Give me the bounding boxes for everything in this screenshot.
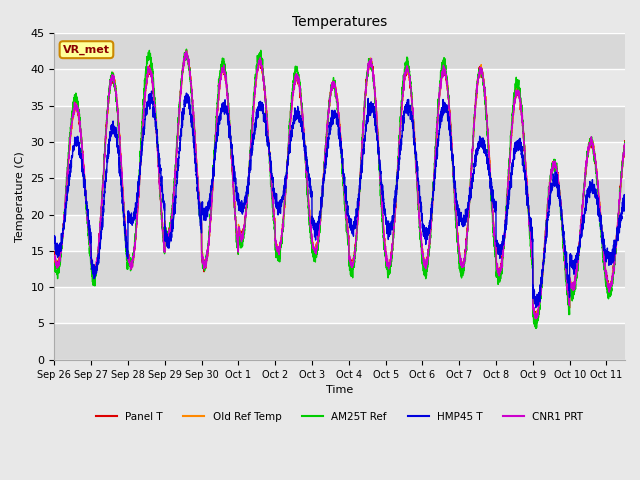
Bar [54,142,625,178]
Legend: Panel T, Old Ref Temp, AM25T Ref, HMP45 T, CNR1 PRT: Panel T, Old Ref Temp, AM25T Ref, HMP45 … [92,408,588,426]
Bar [54,324,625,360]
Bar [54,69,625,106]
Title: Temperatures: Temperatures [292,15,387,29]
Bar [54,178,625,215]
Bar [54,251,625,287]
Bar [54,106,625,142]
Bar [54,287,625,324]
Bar [54,215,625,251]
X-axis label: Time: Time [326,385,353,395]
Y-axis label: Temperature (C): Temperature (C) [15,151,25,242]
Text: VR_met: VR_met [63,45,110,55]
Bar [54,33,625,69]
